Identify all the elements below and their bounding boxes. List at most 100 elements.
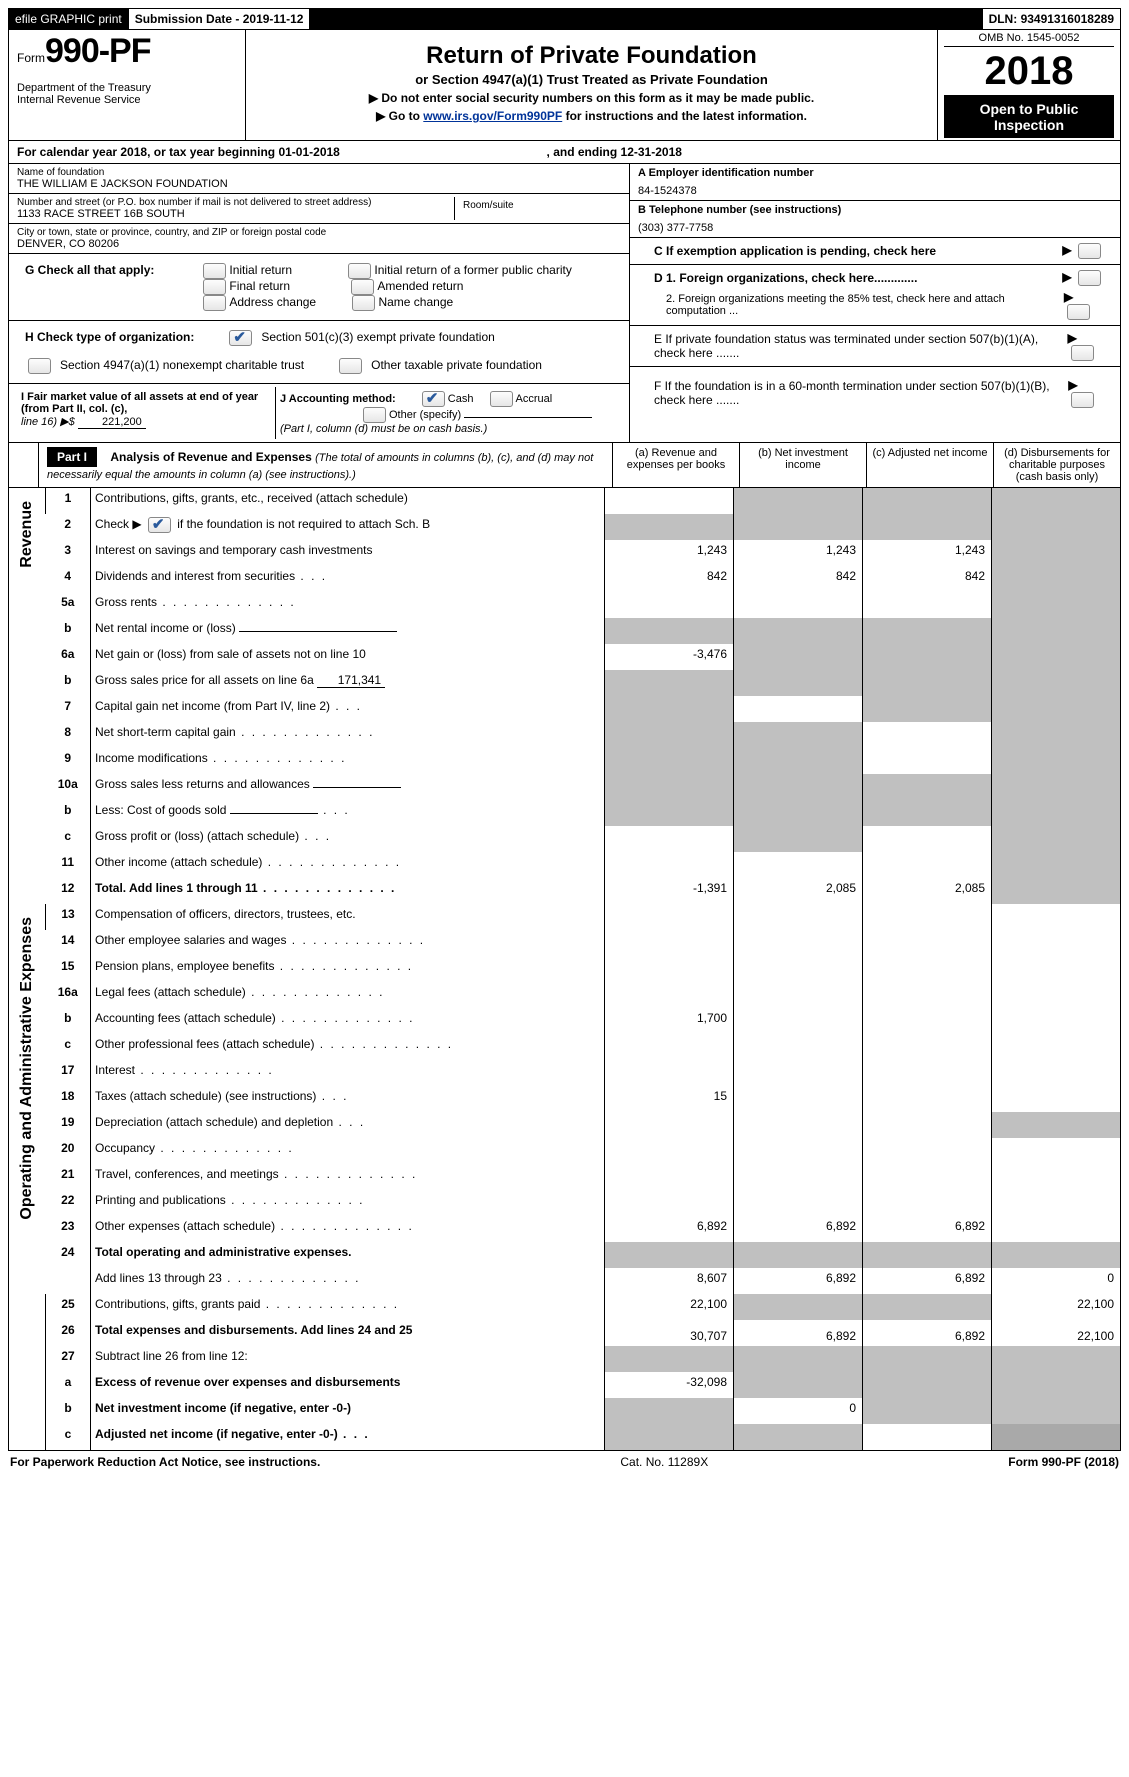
cb-sch-b[interactable] [148, 517, 171, 533]
table-row: 11 Other income (attach schedule) [9, 852, 1121, 878]
cb-60-month[interactable] [1071, 392, 1094, 408]
f-row: F If the foundation is in a 60-month ter… [630, 367, 1120, 419]
table-row: b Net rental income or (loss) [9, 618, 1121, 644]
ein-cell: A Employer identification number 84-1524… [630, 164, 1120, 201]
row-g: G Check all that apply: Initial return I… [9, 254, 629, 321]
open-to-public: Open to Public Inspection [944, 96, 1114, 138]
table-row: 2 Check ▶ if the foundation is not requi… [9, 514, 1121, 540]
table-row: 23Other expenses (attach schedule)6,8926… [9, 1216, 1121, 1242]
part1-table: Revenue 1 Contributions, gifts, grants, … [8, 488, 1121, 1451]
revenue-label: Revenue [9, 488, 46, 904]
part1-tag: Part I [47, 447, 97, 467]
telephone-cell: B Telephone number (see instructions) (3… [630, 201, 1120, 238]
form-warning: ▶ Do not enter social security numbers o… [254, 91, 929, 105]
footer-right: Form 990-PF (2018) [1008, 1455, 1119, 1469]
footer-mid: Cat. No. 11289X [620, 1455, 708, 1469]
table-row: 5a Gross rents [9, 592, 1121, 618]
cb-other-method[interactable] [363, 407, 386, 423]
cb-501c3[interactable] [229, 330, 252, 346]
cb-amended-return[interactable] [351, 279, 374, 295]
row-h: H Check type of organization: Section 50… [9, 321, 629, 384]
form-subtitle: or Section 4947(a)(1) Trust Treated as P… [254, 72, 929, 87]
irs-link[interactable]: www.irs.gov/Form990PF [423, 109, 562, 123]
irs-label: Internal Revenue Service [17, 94, 237, 106]
cb-accrual[interactable] [490, 391, 513, 407]
table-row: cAdjusted net income (if negative, enter… [9, 1424, 1121, 1451]
cb-cash[interactable] [422, 391, 445, 407]
cb-status-terminated[interactable] [1071, 345, 1094, 361]
header-left: Form990-PF Department of the Treasury In… [9, 30, 246, 140]
address-cell: Number and street (or P.O. box number if… [9, 194, 629, 224]
table-row: 25Contributions, gifts, grants paid22,10… [9, 1294, 1121, 1320]
table-row: 22Printing and publications [9, 1190, 1121, 1216]
page-footer: For Paperwork Reduction Act Notice, see … [8, 1451, 1121, 1473]
room-suite: Room/suite [454, 197, 621, 220]
cb-final-return[interactable] [203, 279, 226, 295]
cb-name-change[interactable] [352, 295, 375, 311]
cb-foreign-85[interactable] [1067, 304, 1090, 320]
submission-date: Submission Date - 2019-11-12 [129, 9, 311, 29]
form-number: 990-PF [45, 32, 151, 70]
identity-left: Name of foundation THE WILLIAM E JACKSON… [9, 164, 630, 442]
table-row: 14Other employee salaries and wages [9, 930, 1121, 956]
table-row: 24Total operating and administrative exp… [9, 1242, 1121, 1268]
table-row: 9 Income modifications [9, 748, 1121, 774]
top-bar: efile GRAPHIC print Submission Date - 20… [8, 8, 1121, 30]
col-d-head: (d) Disbursements for charitable purpose… [993, 443, 1120, 487]
cb-other-taxable[interactable] [339, 358, 362, 374]
e-row: E If private foundation status was termi… [630, 326, 1120, 367]
col-c-head: (c) Adjusted net income [866, 443, 993, 487]
dln: DLN: 93491316018289 [983, 9, 1120, 29]
part1-desc: Part I Analysis of Revenue and Expenses … [39, 443, 612, 487]
table-row: 16aLegal fees (attach schedule) [9, 982, 1121, 1008]
cb-initial-return[interactable] [203, 263, 226, 279]
table-row: 27Subtract line 26 from line 12: [9, 1346, 1121, 1372]
d-row: D 1. Foreign organizations, check here..… [630, 265, 1120, 326]
table-row: 10a Gross sales less returns and allowan… [9, 774, 1121, 800]
form-title: Return of Private Foundation [254, 42, 929, 70]
col-a-head: (a) Revenue and expenses per books [612, 443, 739, 487]
form-link-row: ▶ Go to www.irs.gov/Form990PF for instru… [254, 109, 929, 123]
table-row: 4 Dividends and interest from securities… [9, 566, 1121, 592]
form-header: Form990-PF Department of the Treasury In… [8, 30, 1121, 141]
table-row: 15Pension plans, employee benefits [9, 956, 1121, 982]
spacer [310, 9, 982, 29]
efile-label: efile GRAPHIC print [9, 9, 129, 29]
calendar-year-row: For calendar year 2018, or tax year begi… [8, 141, 1121, 164]
table-row: 20Occupancy [9, 1138, 1121, 1164]
table-row: 8 Net short-term capital gain [9, 722, 1121, 748]
cb-foreign-org[interactable] [1078, 270, 1101, 286]
table-row: 21Travel, conferences, and meetings [9, 1164, 1121, 1190]
table-row: 7 Capital gain net income (from Part IV,… [9, 696, 1121, 722]
expenses-label: Operating and Administrative Expenses [9, 904, 46, 1294]
table-row: 17Interest [9, 1060, 1121, 1086]
header-right: OMB No. 1545-0052 2018 Open to Public In… [938, 30, 1120, 140]
table-row: Operating and Administrative Expenses 13… [9, 904, 1121, 930]
cb-4947-trust[interactable] [28, 358, 51, 374]
foundation-name-cell: Name of foundation THE WILLIAM E JACKSON… [9, 164, 629, 194]
table-row: c Gross profit or (loss) (attach schedul… [9, 826, 1121, 852]
table-row: Revenue 1 Contributions, gifts, grants, … [9, 488, 1121, 514]
table-row: aExcess of revenue over expenses and dis… [9, 1372, 1121, 1398]
tax-year: 2018 [944, 47, 1114, 96]
dept-treasury: Department of the Treasury [17, 82, 237, 94]
table-row: Add lines 13 through 238,6076,8926,8920 [9, 1268, 1121, 1294]
table-row: b Less: Cost of goods sold [9, 800, 1121, 826]
city-cell: City or town, state or province, country… [9, 224, 629, 254]
col-b-head: (b) Net investment income [739, 443, 866, 487]
cb-exemption-pending[interactable] [1078, 243, 1101, 259]
table-row: bAccounting fees (attach schedule)1,700 [9, 1008, 1121, 1034]
header-center: Return of Private Foundation or Section … [246, 30, 938, 140]
table-row: 19Depreciation (attach schedule) and dep… [9, 1112, 1121, 1138]
table-row: 3 Interest on savings and temporary cash… [9, 540, 1121, 566]
fmv-value: 221,200 [78, 416, 146, 429]
table-row: 12 Total. Add lines 1 through 11 -1,3912… [9, 878, 1121, 904]
table-row: bNet investment income (if negative, ent… [9, 1398, 1121, 1424]
cb-initial-former[interactable] [348, 263, 371, 279]
table-row: 18Taxes (attach schedule) (see instructi… [9, 1086, 1121, 1112]
c-row: C If exemption application is pending, c… [630, 238, 1120, 265]
omb-number: OMB No. 1545-0052 [944, 32, 1114, 47]
footer-left: For Paperwork Reduction Act Notice, see … [10, 1455, 320, 1469]
row-i: I Fair market value of all assets at end… [9, 384, 629, 442]
cb-address-change[interactable] [203, 295, 226, 311]
